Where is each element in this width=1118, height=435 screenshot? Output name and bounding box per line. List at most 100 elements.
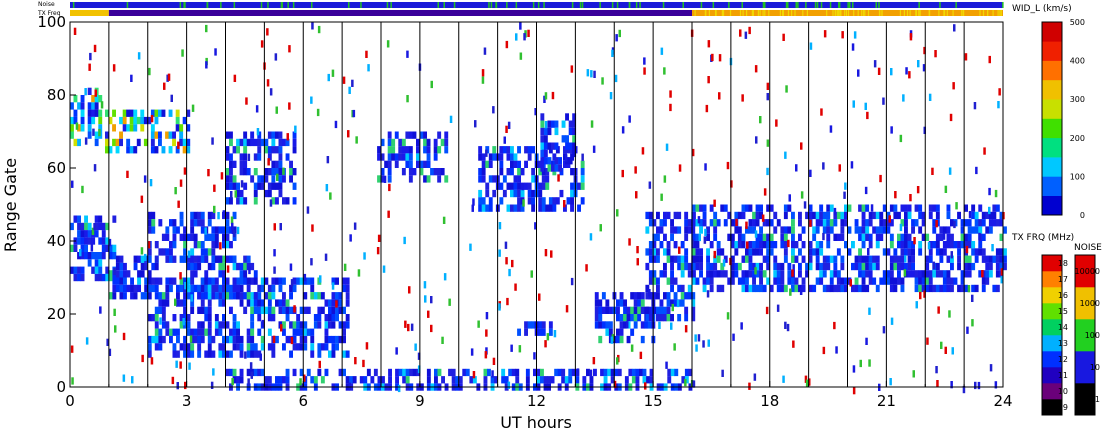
sparse-echo (273, 223, 276, 231)
echo-cell (158, 138, 162, 147)
sparse-echo (931, 167, 934, 175)
echo-cell (115, 255, 120, 263)
echo-cell (105, 109, 109, 117)
colorbar-swatch (1042, 22, 1062, 42)
tx-bar-tick (944, 10, 946, 16)
echo-cell (861, 219, 866, 227)
tx-bar-segment (692, 10, 1003, 16)
echo-cell (619, 321, 624, 329)
echo-cell (759, 211, 763, 220)
sparse-echo (430, 324, 433, 333)
echo-cell (577, 182, 581, 190)
sparse-echo (182, 318, 185, 326)
echo-cell (292, 328, 297, 336)
colorbar-tick-label: 14 (1058, 323, 1068, 332)
echo-cell (278, 277, 283, 285)
echo-cell (833, 270, 838, 278)
echo-cell (971, 204, 976, 212)
echo-cell (285, 153, 290, 161)
echo-cell (844, 241, 848, 249)
sparse-echo (988, 206, 991, 215)
sparse-echo (952, 82, 955, 90)
echo-cell (306, 368, 311, 377)
echo-cell (928, 248, 933, 256)
echo-cell (232, 314, 237, 322)
echo-cell (70, 244, 74, 252)
echo-cell (218, 350, 223, 358)
echo-cell (292, 138, 297, 147)
echo-cell (946, 211, 951, 220)
echo-cell (243, 270, 248, 278)
echo-cell (267, 284, 272, 293)
echo-cell (384, 160, 389, 168)
echo-cell (275, 182, 279, 190)
echo-cell (847, 226, 852, 234)
echo-cell (239, 376, 244, 384)
echo-cell (680, 255, 685, 263)
echo-cell (964, 284, 968, 293)
echo-cell (84, 230, 88, 238)
sparse-echo (950, 381, 953, 389)
sparse-echo (695, 344, 698, 352)
echo-cell (759, 248, 763, 256)
echo-cell (391, 146, 396, 154)
echo-cell (851, 284, 855, 293)
echo-cell (197, 350, 202, 358)
echo-cell (271, 131, 276, 139)
sparse-echo (792, 264, 795, 272)
colorbar-tick-label: 100 (1070, 172, 1085, 181)
tx-bar-tick (832, 10, 834, 16)
echo-cell (190, 350, 195, 358)
echo-cell (331, 292, 336, 300)
echo-cell (861, 233, 866, 241)
echo-cell (547, 157, 552, 165)
echo-cell (517, 168, 521, 176)
echo-cell (648, 219, 653, 227)
tx-freq-bar (70, 10, 1003, 16)
echo-cell (594, 314, 599, 322)
echo-cell (637, 299, 642, 307)
echo-cell (275, 131, 279, 139)
echo-cell (673, 292, 678, 300)
echo-cell (190, 306, 195, 314)
sparse-echo (697, 216, 701, 224)
echo-cell (780, 284, 785, 293)
echo-cell (928, 204, 933, 212)
echo-cell (342, 306, 346, 314)
tx-bar-tick (879, 10, 881, 16)
echo-cell (554, 164, 559, 172)
echo-cell (640, 292, 645, 300)
echo-cell (225, 241, 230, 249)
echo-cell (91, 102, 96, 110)
tx-bar-tick (752, 10, 754, 16)
sparse-echo (276, 173, 279, 181)
sparse-echo (130, 74, 133, 82)
colorbar-swatch (1075, 287, 1095, 320)
echo-cell (942, 270, 947, 278)
echo-cell (190, 262, 195, 271)
echo-cell (868, 211, 873, 220)
sparse-echo (636, 258, 639, 266)
echo-cell (98, 237, 103, 245)
echo-cell (957, 241, 961, 249)
noise-bar-label: Noise (38, 1, 55, 8)
echo-cell (70, 102, 74, 110)
echo-cell (105, 266, 110, 274)
sparse-echo (909, 194, 912, 202)
echo-cell (783, 284, 788, 293)
echo-cell (335, 292, 339, 300)
echo-cell (610, 368, 615, 377)
echo-cell (140, 116, 145, 125)
echo-cell (200, 277, 205, 285)
echo-cell (713, 211, 718, 220)
echo-cell (401, 138, 406, 147)
sparse-echo (789, 288, 792, 296)
echo-cell (900, 277, 905, 285)
sparse-echo (231, 226, 235, 234)
echo-cell (766, 233, 771, 241)
echo-cell (808, 255, 813, 263)
echo-cell (872, 255, 877, 263)
echo-cell (147, 116, 152, 125)
echo-cell (73, 116, 78, 125)
echo-cell (783, 255, 788, 263)
